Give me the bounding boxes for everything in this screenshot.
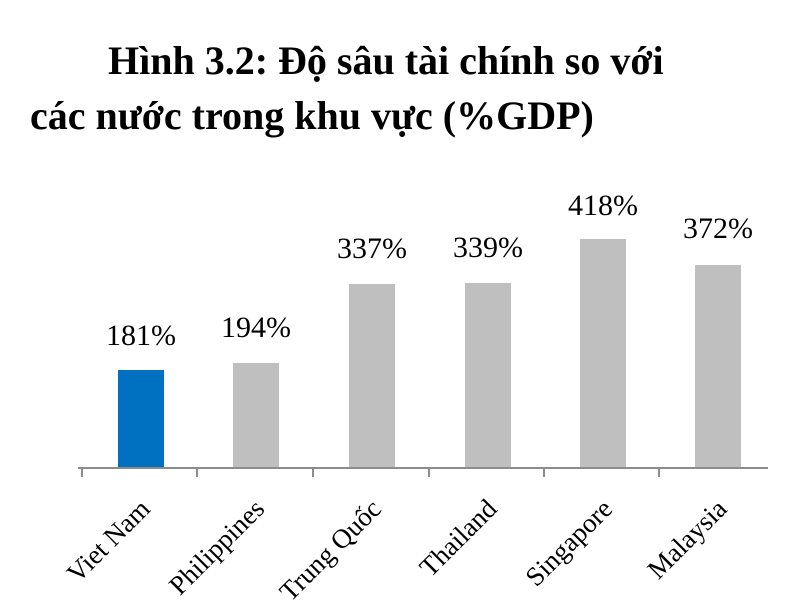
value-label: 418% [568,189,638,222]
chart-title-line2: các nước trong khu vực (%GDP) [30,93,594,138]
value-label: 194% [221,311,291,344]
value-label: 181% [106,319,176,352]
x-axis-line [78,467,768,469]
x-axis-label: Thailand [413,493,503,583]
x-axis-tick [658,469,660,477]
x-axis-tick [543,469,545,477]
x-axis-tick [312,469,314,477]
x-axis-label: Trung Quốc [273,493,387,607]
value-label: 372% [683,212,753,245]
value-label: 339% [453,231,523,264]
bar-malaysia [695,265,741,467]
x-axis-tick [196,469,198,477]
bar-thailand [465,283,511,467]
bar-trung-quoc [349,284,395,467]
x-axis-label: Malaysia [641,493,733,585]
value-label: 337% [337,232,407,265]
bar-viet-nam [118,370,164,467]
bar-singapore [580,239,626,467]
x-axis-tick [428,469,430,477]
x-axis-label: Singapore [518,493,618,593]
bar-philippines [233,363,279,467]
x-axis-label: Philippines [163,493,271,601]
x-axis-tick [81,469,83,477]
x-axis-label: Viet Nam [60,493,156,589]
chart-title-line1: Hình 3.2: Độ sâu tài chính so với [108,38,664,83]
